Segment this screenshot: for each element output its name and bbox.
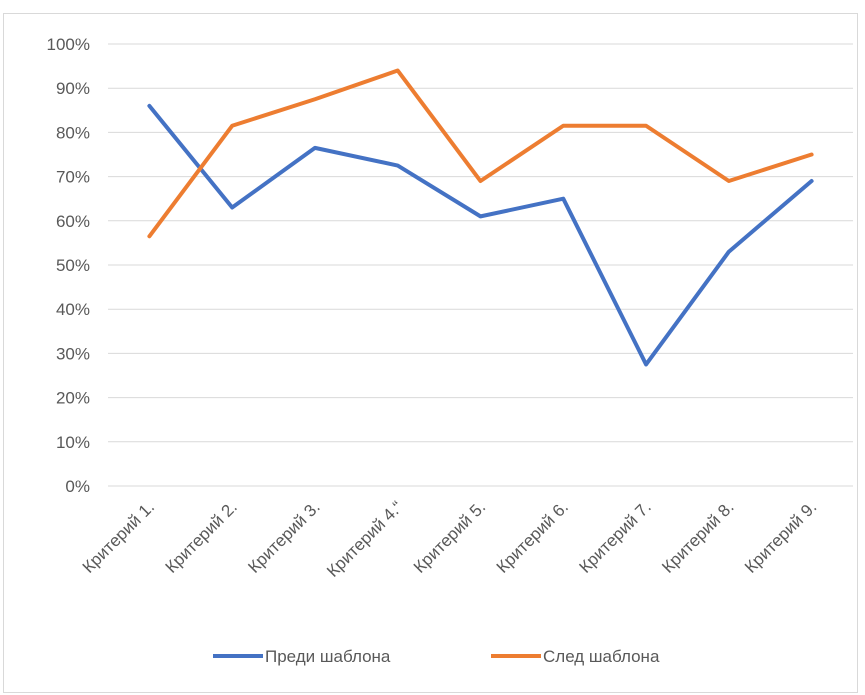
gridlines <box>108 43 853 487</box>
line-chart: 0% 10% 20% 30% 40% 50% 60% 70% 80% 90% 100% Критер… <box>47 35 853 666</box>
series-line-1 <box>147 103 814 367</box>
y-tick-label: 0% <box>65 477 90 496</box>
series-line-2 <box>147 68 814 239</box>
legend: Преди шаблона След шаблона <box>213 647 660 666</box>
y-tick-label: 40% <box>56 300 90 319</box>
x-tick-label: Критерий 4.“ <box>323 497 407 581</box>
x-tick-label: Критерий 5. <box>410 497 489 576</box>
legend-label: Преди шаблона <box>265 647 391 666</box>
y-tick-label: 10% <box>56 433 90 452</box>
x-tick-label: Критерий 1. <box>79 497 158 576</box>
y-tick-label: 30% <box>56 344 90 363</box>
y-tick-label: 20% <box>56 389 90 408</box>
x-tick-label: Критерий 6. <box>493 497 572 576</box>
legend-label: След шаблона <box>543 647 660 666</box>
series-lines <box>147 68 814 367</box>
y-tick-label: 100% <box>47 35 90 54</box>
y-tick-label: 90% <box>56 79 90 98</box>
x-tick-label: Критерий 7. <box>576 497 655 576</box>
chart-area: 0% 10% 20% 30% 40% 50% 60% 70% 80% 90% 100% Критер… <box>3 13 858 693</box>
x-tick-label: Критерий 8. <box>658 497 737 576</box>
y-axis-ticks: 0% 10% 20% 30% 40% 50% 60% 70% 80% 90% 100% <box>47 35 90 496</box>
x-tick-label: Критерий 9. <box>741 497 820 576</box>
y-tick-label: 80% <box>56 123 90 142</box>
y-tick-label: 50% <box>56 256 90 275</box>
y-tick-label: 70% <box>56 168 90 187</box>
x-tick-label: Критерий 2. <box>162 497 241 576</box>
x-axis-ticks: Критерий 1. Критерий 2. Критерий 3. Критери… <box>79 497 821 581</box>
y-tick-label: 60% <box>56 212 90 231</box>
x-tick-label: Критерий 3. <box>244 497 323 576</box>
